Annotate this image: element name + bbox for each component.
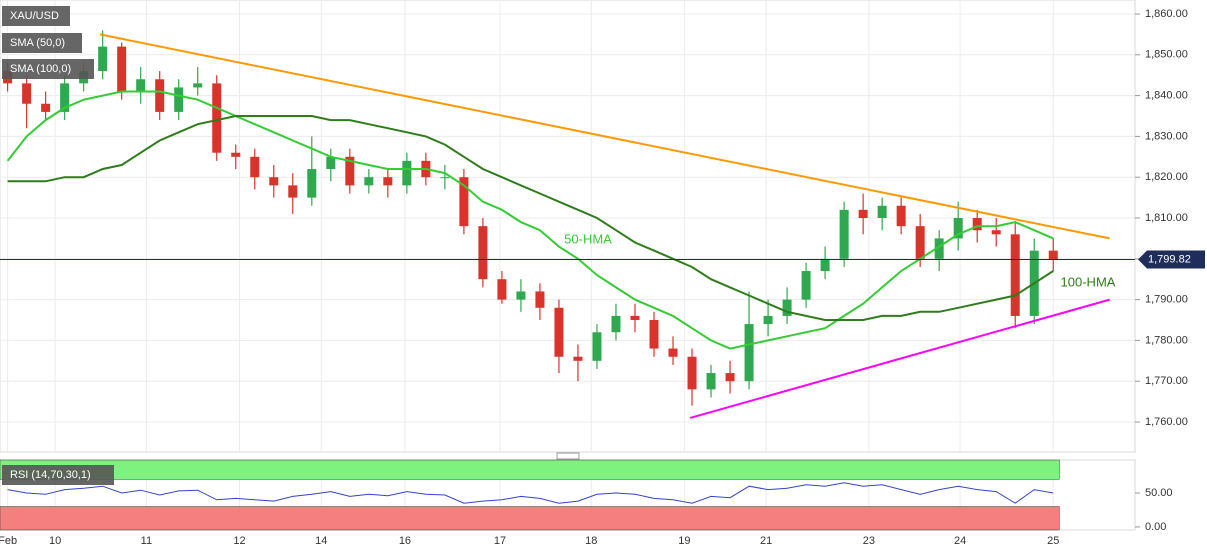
y-tick-label: 1,770.00: [1145, 375, 1188, 387]
candle-body: [668, 348, 678, 357]
x-tick-label: 16: [399, 535, 411, 547]
candle-body: [345, 156, 355, 186]
candle-body: [687, 356, 697, 390]
candle-body: [839, 209, 849, 259]
panel-handle[interactable]: [556, 452, 580, 460]
y-tick-label: 1,850.00: [1145, 49, 1188, 61]
candle-body: [554, 307, 564, 357]
last-price-label: 1,799.82: [1148, 253, 1191, 265]
candle-body: [953, 218, 963, 239]
candle-body: [288, 185, 298, 198]
candle-body: [725, 373, 735, 382]
candle-body: [117, 46, 127, 92]
x-tick-label: 21: [760, 535, 772, 547]
legend-box: [2, 59, 94, 79]
main-panel: [0, 0, 1136, 453]
candle-body: [364, 177, 374, 186]
candle-body: [1010, 234, 1020, 316]
hma-line: [7, 115, 1054, 321]
candle-body: [630, 315, 640, 321]
y-tick-label: 1,860.00: [1145, 8, 1188, 20]
candle-body: [22, 83, 32, 104]
candle-body: [877, 205, 887, 219]
legend-label: SMA (50,0): [10, 37, 65, 49]
candle-body: [782, 299, 792, 316]
y-tick-label: 50.00: [1145, 487, 1173, 499]
y-tick-label: 1,840.00: [1145, 90, 1188, 102]
rsi-band: [0, 459, 1060, 480]
trendline: [689, 298, 1110, 419]
candle-body: [858, 209, 868, 219]
candle-body: [649, 320, 659, 349]
candle-body: [744, 324, 754, 382]
candle-body: [155, 79, 165, 112]
candle-body: [478, 226, 488, 280]
candle-body: [41, 103, 51, 112]
candle-body: [763, 315, 773, 325]
candle-body: [326, 156, 336, 170]
candle-body: [706, 373, 716, 390]
candle-body: [516, 291, 526, 300]
candle-body: [573, 356, 583, 361]
candle-body: [307, 169, 317, 198]
candle-body: [174, 87, 184, 112]
legend-label: RSI (14,70,30,1): [10, 469, 91, 481]
y-tick-label: 1,780.00: [1145, 334, 1188, 346]
candle-body: [98, 46, 108, 72]
candle-body: [535, 291, 545, 308]
candle-body: [915, 226, 925, 259]
x-tick-label: 10: [49, 535, 61, 547]
candle-body: [136, 79, 146, 92]
candle-body: [269, 177, 279, 186]
series-label: 50-HMA: [564, 231, 612, 246]
last-price-box: [1138, 250, 1205, 269]
legend-label: XAU/USD: [10, 10, 59, 22]
y-tick-label: 1,790.00: [1145, 294, 1188, 306]
candle-body: [820, 258, 830, 272]
x-tick-label: 25: [1047, 535, 1059, 547]
candle-body: [1048, 250, 1058, 260]
candle-body: [459, 177, 469, 227]
trendline: [99, 33, 1110, 240]
y-tick-label: 0.00: [1145, 521, 1166, 533]
candle-body: [402, 160, 412, 186]
series-label: 100-HMA: [1061, 274, 1116, 289]
candle-body: [497, 279, 507, 300]
candle-body: [231, 152, 241, 157]
candle-body: [592, 332, 602, 361]
candle-body: [383, 177, 393, 186]
x-tick-label: 17: [494, 535, 506, 547]
candle-body: [611, 315, 621, 333]
x-tick-label: 11: [141, 535, 152, 547]
legend-box: [2, 33, 82, 53]
candle-body: [972, 218, 982, 231]
candle-body: [60, 83, 70, 112]
y-tick-label: 1,760.00: [1145, 416, 1188, 428]
y-tick-label: 1,830.00: [1145, 130, 1188, 142]
y-tick-label: 1,820.00: [1145, 171, 1188, 183]
legend-label: SMA (100,0): [10, 63, 71, 75]
candle-body: [991, 230, 1001, 235]
candle-body: [801, 271, 811, 300]
candle-body: [934, 238, 944, 259]
x-tick-label: 24: [954, 535, 966, 547]
x-tick-label: 23: [863, 535, 875, 547]
candle-body: [250, 156, 260, 178]
x-tick-label: Feb: [0, 535, 17, 547]
x-tick-label: 18: [585, 535, 597, 547]
x-tick-label: 14: [315, 535, 327, 547]
legend-box: [2, 465, 114, 485]
candle-body: [193, 83, 203, 88]
y-tick-label: 1,810.00: [1145, 212, 1188, 224]
candle-body: [440, 177, 450, 179]
legend-box: [2, 6, 70, 26]
x-tick-label: 12: [233, 535, 245, 547]
candle-body: [896, 205, 906, 227]
rsi-line: [7, 482, 1054, 504]
candle-body: [212, 83, 222, 153]
hma-line: [6, 90, 1054, 350]
rsi-band: [0, 506, 1060, 531]
x-tick-label: 19: [678, 535, 690, 547]
